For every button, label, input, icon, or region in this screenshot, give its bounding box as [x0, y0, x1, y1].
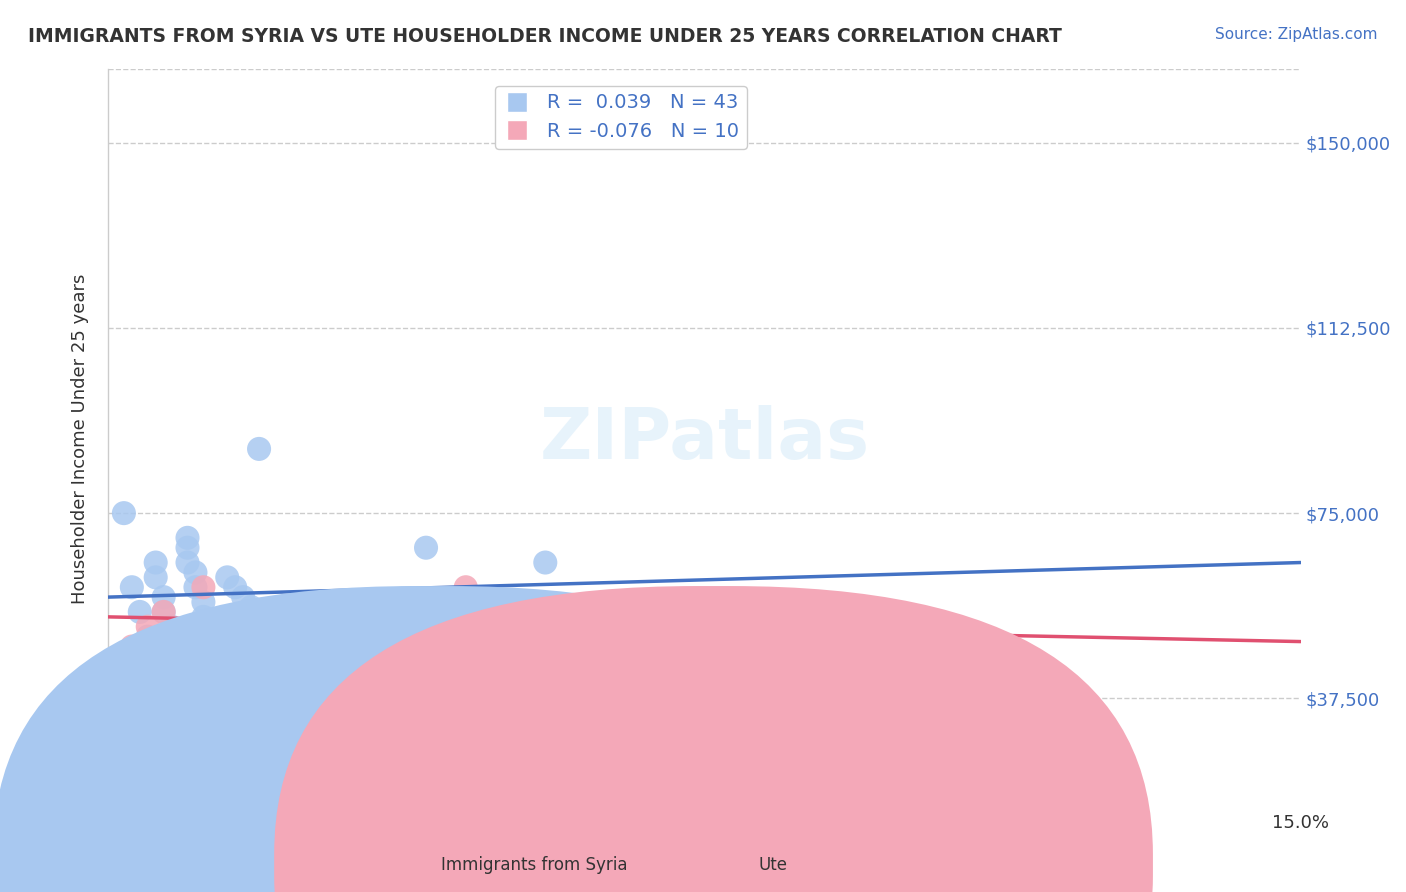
Point	[264, 620, 287, 634]
Point	[613, 669, 636, 683]
Point	[256, 605, 278, 619]
Text: Immigrants from Syria: Immigrants from Syria	[441, 856, 627, 874]
Point	[193, 580, 215, 594]
Point	[852, 689, 875, 703]
Point	[152, 590, 174, 604]
Point	[193, 610, 215, 624]
Point	[136, 620, 159, 634]
Point	[217, 570, 239, 584]
Point	[136, 640, 159, 654]
Point	[160, 620, 183, 634]
Text: Source: ZipAtlas.com: Source: ZipAtlas.com	[1215, 27, 1378, 42]
Point	[319, 664, 342, 678]
Point	[247, 442, 270, 456]
Point	[534, 556, 557, 570]
Point	[169, 640, 191, 654]
Point	[128, 605, 150, 619]
Point	[271, 630, 294, 644]
Point	[256, 605, 278, 619]
Text: Ute: Ute	[759, 856, 787, 874]
Point	[112, 506, 135, 520]
Point	[169, 630, 191, 644]
Point	[454, 580, 477, 594]
Point	[304, 654, 326, 668]
Point	[208, 654, 231, 668]
Point	[184, 580, 207, 594]
Point	[352, 679, 374, 693]
Point	[733, 679, 755, 693]
Point	[121, 640, 143, 654]
Point	[224, 580, 246, 594]
Point	[295, 630, 318, 644]
Legend: R =  0.039   N = 43, R = -0.076   N = 10: R = 0.039 N = 43, R = -0.076 N = 10	[495, 86, 747, 149]
Point	[288, 640, 311, 654]
Point	[335, 605, 357, 619]
Point	[160, 630, 183, 644]
Point	[200, 640, 222, 654]
Point	[145, 570, 167, 584]
Point	[240, 599, 263, 614]
Point	[176, 556, 198, 570]
Point	[200, 624, 222, 639]
Point	[232, 590, 254, 604]
Point	[136, 630, 159, 644]
Point	[454, 654, 477, 668]
Point	[375, 689, 398, 703]
Point	[335, 669, 357, 683]
Y-axis label: Householder Income Under 25 years: Householder Income Under 25 years	[72, 274, 89, 604]
Point	[152, 605, 174, 619]
Text: ZIPatlas: ZIPatlas	[540, 405, 869, 474]
Point	[852, 679, 875, 693]
Point	[176, 531, 198, 545]
Point	[145, 556, 167, 570]
Point	[176, 541, 198, 555]
Text: IMMIGRANTS FROM SYRIA VS UTE HOUSEHOLDER INCOME UNDER 25 YEARS CORRELATION CHART: IMMIGRANTS FROM SYRIA VS UTE HOUSEHOLDER…	[28, 27, 1062, 45]
Point	[169, 649, 191, 664]
Point	[415, 541, 437, 555]
Point	[121, 580, 143, 594]
Point	[152, 605, 174, 619]
Point	[184, 566, 207, 580]
Point	[193, 595, 215, 609]
